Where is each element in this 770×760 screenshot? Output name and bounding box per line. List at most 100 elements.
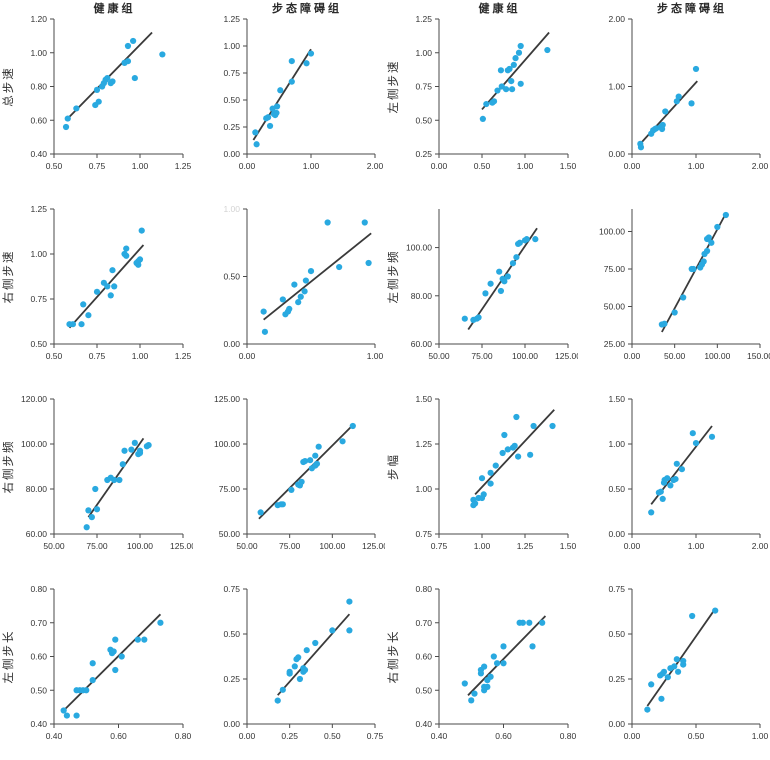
data-point	[530, 422, 537, 430]
y-tick-label: 0.00	[608, 719, 625, 729]
data-point	[692, 65, 700, 73]
data-point	[673, 98, 680, 105]
x-tick-label: 0.50	[474, 161, 491, 171]
y-tick-label: 0.25	[608, 674, 625, 684]
data-point	[497, 287, 505, 295]
data-point	[291, 663, 298, 670]
subplot-total-speed-healthy: 健康组 总步速 0.40 0.60 0.80 1.00 1.20 0.50 0.75 1.00 1.…	[0, 0, 193, 190]
x-tick-label: 0.75	[431, 541, 448, 551]
x-tick-label: 1.25	[517, 541, 534, 551]
data-point	[295, 654, 302, 661]
x-tick-label: 0.60	[110, 731, 127, 741]
data-point	[515, 49, 523, 56]
y-axis-label: 右侧步速	[1, 250, 15, 304]
data-point	[159, 51, 166, 58]
data-point	[119, 461, 126, 468]
data-point	[483, 100, 490, 108]
data-point	[324, 219, 331, 226]
y-tick-label: 0.00	[608, 529, 625, 539]
y-tick-label: 60.00	[26, 529, 48, 539]
data-point	[671, 309, 678, 316]
data-point	[487, 280, 494, 287]
y-tick-label: 80.00	[26, 484, 48, 494]
data-point	[349, 422, 356, 430]
data-point	[664, 674, 671, 681]
y-tick-label: 0.75	[223, 68, 240, 78]
subplot-left-speed-healthy: 健康组 左侧步速 0.25 0.50 0.75 1.00 1.25 0.00 0.50 1.00 1…	[385, 0, 578, 190]
data-point	[501, 278, 508, 285]
data-point	[303, 60, 310, 67]
x-tick-label: 0.00	[431, 161, 448, 171]
data-point	[532, 236, 539, 243]
data-point	[481, 663, 488, 670]
data-point	[510, 61, 517, 68]
data-point	[288, 78, 295, 85]
scatter-chart-svg: 右侧步频 60.00 80.00 100.00 120.00 50.00 75.00 100.…	[1, 394, 193, 551]
data-point	[111, 283, 118, 290]
data-point	[509, 260, 517, 267]
data-point	[313, 460, 321, 467]
y-tick-label: 125.00	[214, 394, 240, 404]
scatter-chart-svg: 步态障碍组 0.00 0.25 0.50 0.75 1.00 1.25 0.00 1.00 2.0…	[223, 1, 383, 171]
data-point	[157, 619, 164, 626]
trend-line	[474, 409, 555, 496]
y-tick-label: 1.50	[608, 394, 625, 404]
y-tick-label: 0.75	[415, 529, 432, 539]
data-point	[301, 288, 308, 295]
x-tick-label: 0.80	[560, 731, 577, 741]
x-tick-label: 50.00	[428, 351, 450, 361]
data-point	[279, 686, 286, 693]
data-point	[307, 268, 315, 275]
data-point	[277, 87, 284, 94]
x-tick-label: 75.00	[279, 541, 301, 551]
scatter-chart-svg: 左侧步长 0.40 0.50 0.60 0.70 0.80 0.40 0.60 0.80	[1, 584, 192, 741]
data-point	[60, 707, 67, 714]
data-point	[124, 42, 132, 50]
x-tick-label: 150.00	[747, 351, 770, 361]
x-tick-label: 100.00	[319, 541, 345, 551]
y-tick-label: 0.75	[608, 584, 625, 594]
data-point	[496, 268, 503, 275]
scatter-chart-svg: 50.00 75.00 100.00 125.00 50.00 75.00 100.00 12…	[214, 394, 385, 551]
data-point	[549, 422, 556, 430]
data-point	[83, 687, 90, 694]
data-point	[286, 305, 293, 312]
data-point	[88, 514, 95, 521]
data-point	[689, 430, 696, 437]
data-point	[529, 643, 536, 650]
data-point	[286, 668, 293, 675]
x-tick-label: 0.75	[89, 351, 106, 361]
y-axis-label: 步幅	[387, 453, 400, 480]
x-tick-label: 50.00	[236, 541, 258, 551]
data-point	[658, 695, 665, 702]
data-point	[329, 627, 336, 634]
y-tick-label: 0.25	[223, 122, 240, 132]
data-point	[288, 486, 295, 493]
y-tick-label: 1.25	[415, 439, 432, 449]
x-tick-label: 2.00	[752, 161, 769, 171]
data-point	[523, 236, 530, 243]
y-tick-label: 0.50	[30, 685, 47, 695]
data-point	[69, 321, 77, 328]
y-tick-label: 0.50	[415, 685, 432, 695]
data-point	[680, 657, 687, 665]
y-tick-label: 50.00	[219, 529, 241, 539]
data-point	[123, 252, 130, 259]
data-point	[80, 301, 87, 308]
x-tick-label: 0.25	[281, 731, 298, 741]
data-point	[674, 668, 682, 675]
data-point	[678, 466, 686, 473]
data-point	[73, 105, 80, 112]
y-axis-label: 总步速	[1, 66, 15, 107]
data-point	[312, 639, 319, 647]
y-tick-label: 0.50	[415, 115, 432, 125]
data-point	[660, 668, 668, 675]
data-point	[63, 712, 70, 719]
x-tick-label: 100.00	[704, 351, 730, 361]
scatter-chart-svg: 步态障碍组 0.00 1.00 2.00 0.00 1.00 2.00	[608, 1, 769, 171]
data-point	[671, 663, 678, 670]
data-point	[301, 458, 309, 465]
